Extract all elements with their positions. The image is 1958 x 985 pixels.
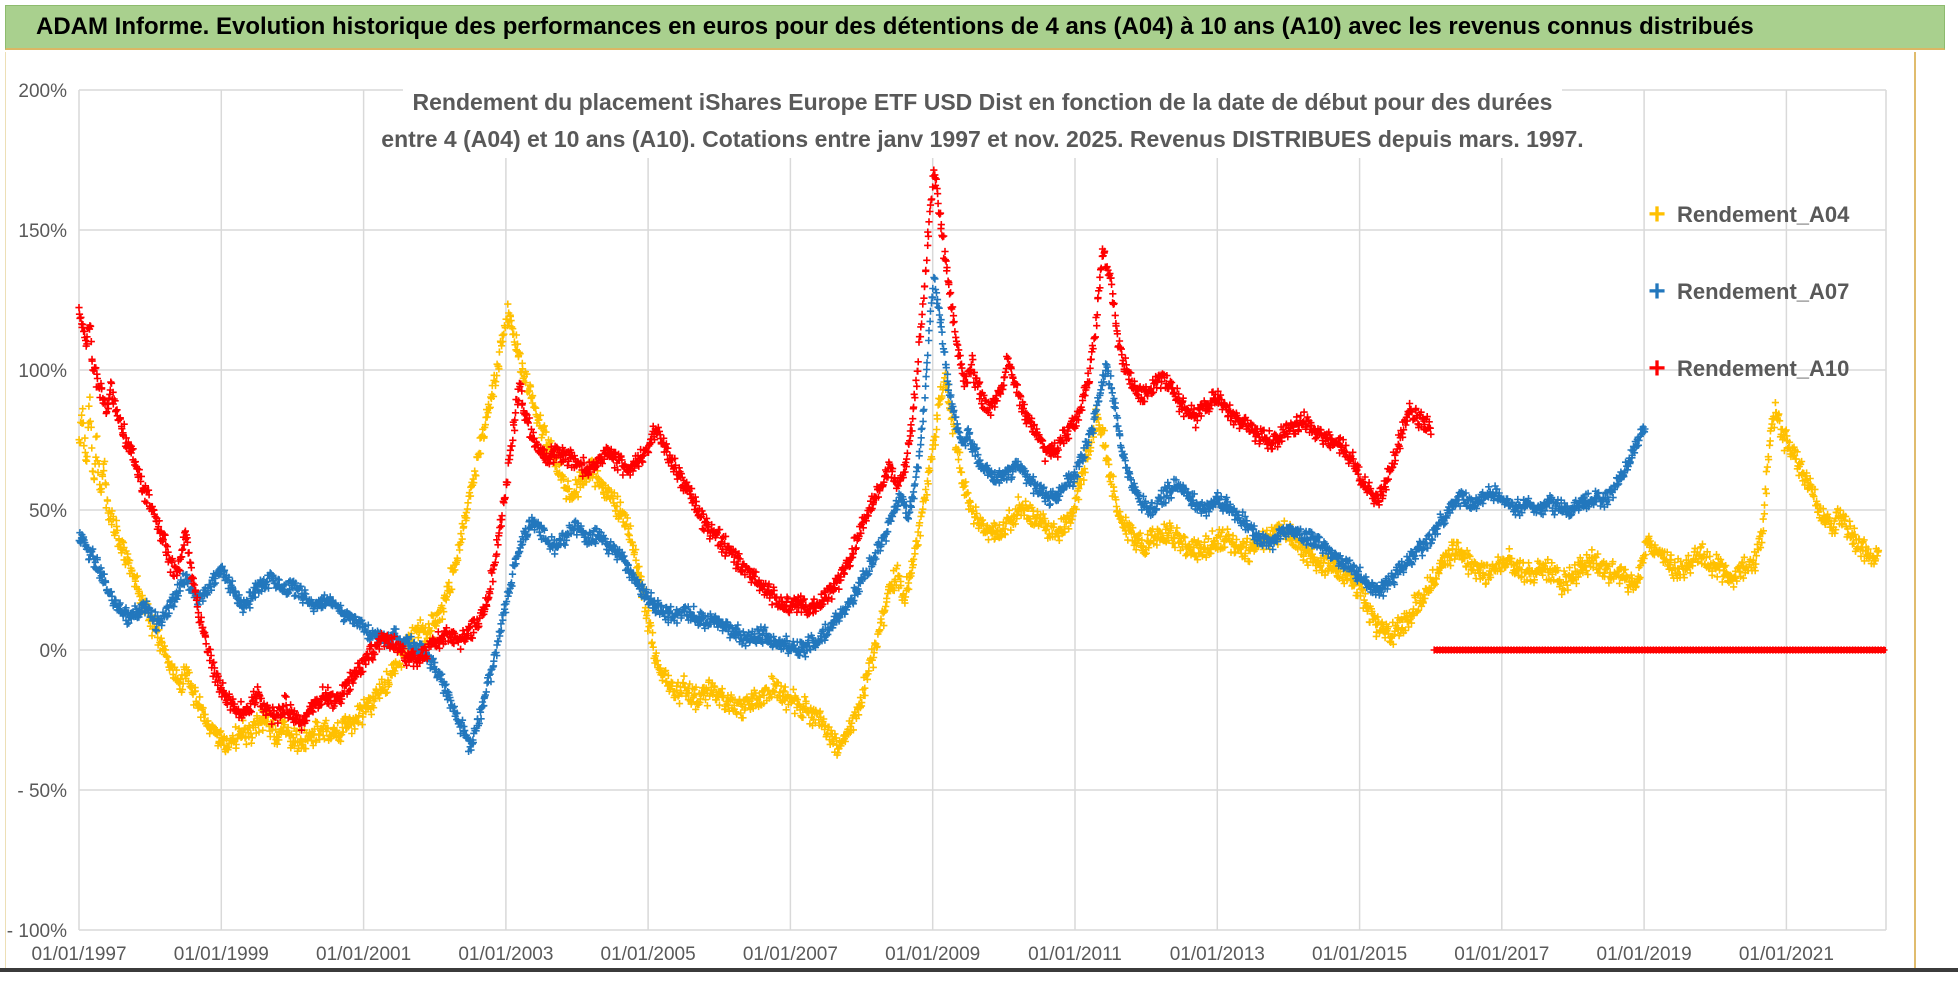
x-tick-label: 01/01/2015: [1312, 944, 1407, 965]
y-tick-label: 150%: [18, 221, 67, 242]
legend-label: Rendement_A07: [1677, 278, 1850, 304]
y-tick-label: - 50%: [17, 781, 67, 802]
x-tick-label: 01/01/2013: [1170, 944, 1265, 965]
x-tick-label: 01/01/2017: [1454, 944, 1549, 965]
x-tick-label: 01/01/1999: [174, 944, 269, 965]
legend-label: Rendement_A10: [1677, 355, 1850, 381]
x-tick-label: 01/01/2001: [316, 944, 411, 965]
x-tick-label: 01/01/2007: [743, 944, 838, 965]
x-tick-label: 01/01/2009: [885, 944, 980, 965]
header-banner: ADAM Informe. Evolution historique des p…: [5, 5, 1945, 50]
sheet-border-bottom: [0, 968, 1958, 972]
banner-text: ADAM Informe. Evolution historique des p…: [36, 13, 1754, 40]
legend-item-rendement-a04[interactable]: + Rendement_A04: [1645, 176, 1849, 253]
x-tick-label: 01/01/2021: [1739, 944, 1834, 965]
y-tick-label: 0%: [40, 641, 68, 662]
plus-marker-icon: +: [1648, 197, 1666, 231]
legend-item-rendement-a10[interactable]: + Rendement_A10: [1645, 330, 1849, 407]
legend-item-rendement-a07[interactable]: + Rendement_A07: [1645, 253, 1849, 330]
y-tick-label: 200%: [18, 81, 67, 102]
x-tick-label: 01/01/2011: [1028, 944, 1122, 965]
y-tick-label: 100%: [18, 361, 67, 382]
x-tick-label: 01/01/2019: [1597, 944, 1692, 965]
sheet-border-left: [5, 52, 6, 968]
y-tick-label: - 100%: [7, 921, 67, 942]
series-rendement-a10: [75, 166, 1888, 734]
x-tick-label: 01/01/1997: [31, 944, 126, 965]
x-tick-label: 01/01/2005: [601, 944, 696, 965]
y-tick-label: 50%: [29, 501, 67, 522]
plus-marker-icon: +: [1648, 274, 1666, 308]
chart-legend: + Rendement_A04 + Rendement_A07 + Rendem…: [1645, 176, 1849, 407]
legend-label: Rendement_A04: [1677, 201, 1850, 227]
series-rendement-a04: [75, 300, 1883, 759]
sheet-border-right: [1914, 52, 1916, 968]
x-tick-label: 01/01/2003: [458, 944, 553, 965]
plus-marker-icon: +: [1648, 351, 1666, 385]
